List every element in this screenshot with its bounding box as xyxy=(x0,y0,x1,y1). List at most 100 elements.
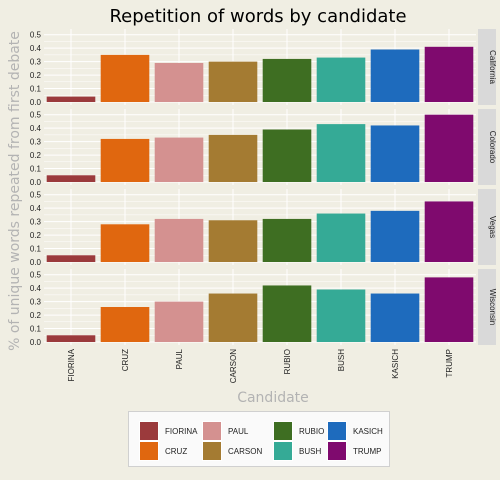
y-tick-label: 0.0 xyxy=(30,98,42,107)
y-tick-label: 0.1 xyxy=(30,165,42,174)
legend-swatch xyxy=(327,441,347,461)
legend-swatch xyxy=(273,441,293,461)
y-tick-label: 0.1 xyxy=(30,325,42,334)
legend-swatch xyxy=(139,421,159,441)
legend-item-fiorina: FIORINA xyxy=(139,421,197,441)
legend-label: RUBIO xyxy=(299,426,325,436)
bar-colorado-paul xyxy=(154,137,204,182)
bar-vegas-fiorina xyxy=(46,255,96,262)
legend-item-rubio: RUBIO xyxy=(273,421,324,441)
y-tick-label: 0.5 xyxy=(30,111,42,120)
legend-item-trump: TRUMP xyxy=(327,441,381,461)
bar-colorado-rubio xyxy=(262,129,312,182)
legend-item-kasich: KASICH xyxy=(327,421,383,441)
x-tick-labels: FIORINA CRUZ PAUL CARSON RUBIO BUSH KASICH TRUM… xyxy=(67,348,454,383)
legend-label: KASICH xyxy=(353,426,383,436)
facet-strip-label: Wisconsin xyxy=(488,289,497,325)
panel-vegas: 0.0 0.1 0.2 0.3 0.4 0.5 Vegas xyxy=(30,189,497,267)
bar-vegas-carson xyxy=(208,220,258,262)
legend-item-bush: BUSH xyxy=(273,441,321,461)
y-tick-label: 0.4 xyxy=(30,124,42,133)
x-tick-label: CRUZ xyxy=(121,349,130,371)
y-tick-label: 0.2 xyxy=(30,151,42,160)
x-tick-label: KASICH xyxy=(391,349,400,379)
panel-california: 0.0 0.1 0.2 0.3 0.4 0.5 California xyxy=(30,29,497,107)
panel-wisconsin: 0.0 0.1 0.2 0.3 0.4 0.5 Wisconsin xyxy=(30,269,497,347)
bar-wisconsin-bush xyxy=(316,289,366,342)
y-tick-label: 0.3 xyxy=(30,298,42,307)
bar-wisconsin-cruz xyxy=(100,307,150,342)
y-tick-label: 0.3 xyxy=(30,138,42,147)
y-tick-label: 0.2 xyxy=(30,71,42,80)
facet-strip xyxy=(478,109,496,185)
legend-label: BUSH xyxy=(299,446,322,456)
y-tick-label: 0.5 xyxy=(30,191,42,200)
x-tick-label: TRUMP xyxy=(445,349,454,377)
bar-california-rubio xyxy=(262,58,312,102)
y-tick-label: 0.4 xyxy=(30,284,42,293)
panel-colorado: 0.0 0.1 0.2 0.3 0.4 0.5 Colorado xyxy=(30,109,497,187)
bar-california-bush xyxy=(316,57,366,102)
y-axis-label: % of unique words repeated from first de… xyxy=(7,31,23,351)
y-tick-label: 0.2 xyxy=(30,311,42,320)
y-tick-label: 0.4 xyxy=(30,204,42,213)
facet-strip-label: Colorado xyxy=(488,131,497,164)
bar-wisconsin-carson xyxy=(208,293,258,342)
bar-colorado-fiorina xyxy=(46,175,96,182)
y-tick-label: 0.3 xyxy=(30,218,42,227)
y-tick-label: 0.5 xyxy=(30,31,42,40)
bar-vegas-rubio xyxy=(262,218,312,262)
legend-label: CARSON xyxy=(228,446,263,456)
legend-swatch xyxy=(202,421,222,441)
bar-vegas-paul xyxy=(154,218,204,262)
x-tick-label: RUBIO xyxy=(283,349,292,374)
legend-label: TRUMP xyxy=(353,446,382,456)
bar-vegas-trump xyxy=(424,201,474,262)
bar-wisconsin-rubio xyxy=(262,285,312,342)
facet-strip-label: California xyxy=(488,50,497,84)
legend-swatch xyxy=(139,441,159,461)
y-tick-label: 0.3 xyxy=(30,58,42,67)
legend-swatch xyxy=(273,421,293,441)
bar-vegas-cruz xyxy=(100,224,150,262)
legend-label: FIORINA xyxy=(165,426,198,436)
legend-swatch xyxy=(327,421,347,441)
bar-colorado-trump xyxy=(424,114,474,182)
bar-wisconsin-fiorina xyxy=(46,335,96,342)
legend-label: PAUL xyxy=(228,426,249,436)
x-tick-label: PAUL xyxy=(175,348,184,369)
legend: FIORINA CRUZ PAUL CARSON RUBIO BUSH KASICH TRUM… xyxy=(128,411,390,467)
bar-vegas-bush xyxy=(316,213,366,262)
panels: 0.0 0.1 0.2 0.3 0.4 0.5 California 0.0 0.1 0.2 0.3… xyxy=(30,29,497,347)
bar-colorado-cruz xyxy=(100,138,150,182)
bar-wisconsin-paul xyxy=(154,301,204,342)
bar-colorado-carson xyxy=(208,134,258,182)
facet-strip xyxy=(478,29,496,105)
bar-california-paul xyxy=(154,62,204,102)
facet-strip-label: Vegas xyxy=(488,216,497,238)
x-tick-label: BUSH xyxy=(337,349,346,371)
x-tick-label: CARSON xyxy=(229,349,238,383)
y-tick-label: 0.0 xyxy=(30,178,42,187)
chart-title: Repetition of words by candidate xyxy=(109,6,406,27)
legend-item-cruz: CRUZ xyxy=(139,441,187,461)
bar-california-carson xyxy=(208,61,258,102)
bar-colorado-kasich xyxy=(370,125,420,182)
x-tick-label: FIORINA xyxy=(67,348,76,381)
facet-strip xyxy=(478,189,496,265)
bar-wisconsin-trump xyxy=(424,277,474,342)
bar-california-kasich xyxy=(370,49,420,102)
legend-swatch xyxy=(202,441,222,461)
legend-item-carson: CARSON xyxy=(202,441,262,461)
y-tick-label: 0.1 xyxy=(30,85,42,94)
facet-strip xyxy=(478,269,496,345)
bar-california-cruz xyxy=(100,54,150,102)
y-tick-label: 0.0 xyxy=(30,338,42,347)
y-tick-label: 0.1 xyxy=(30,245,42,254)
bar-vegas-kasich xyxy=(370,210,420,262)
bar-california-trump xyxy=(424,46,474,102)
y-tick-label: 0.5 xyxy=(30,271,42,280)
y-tick-label: 0.4 xyxy=(30,44,42,53)
y-tick-label: 0.0 xyxy=(30,258,42,267)
